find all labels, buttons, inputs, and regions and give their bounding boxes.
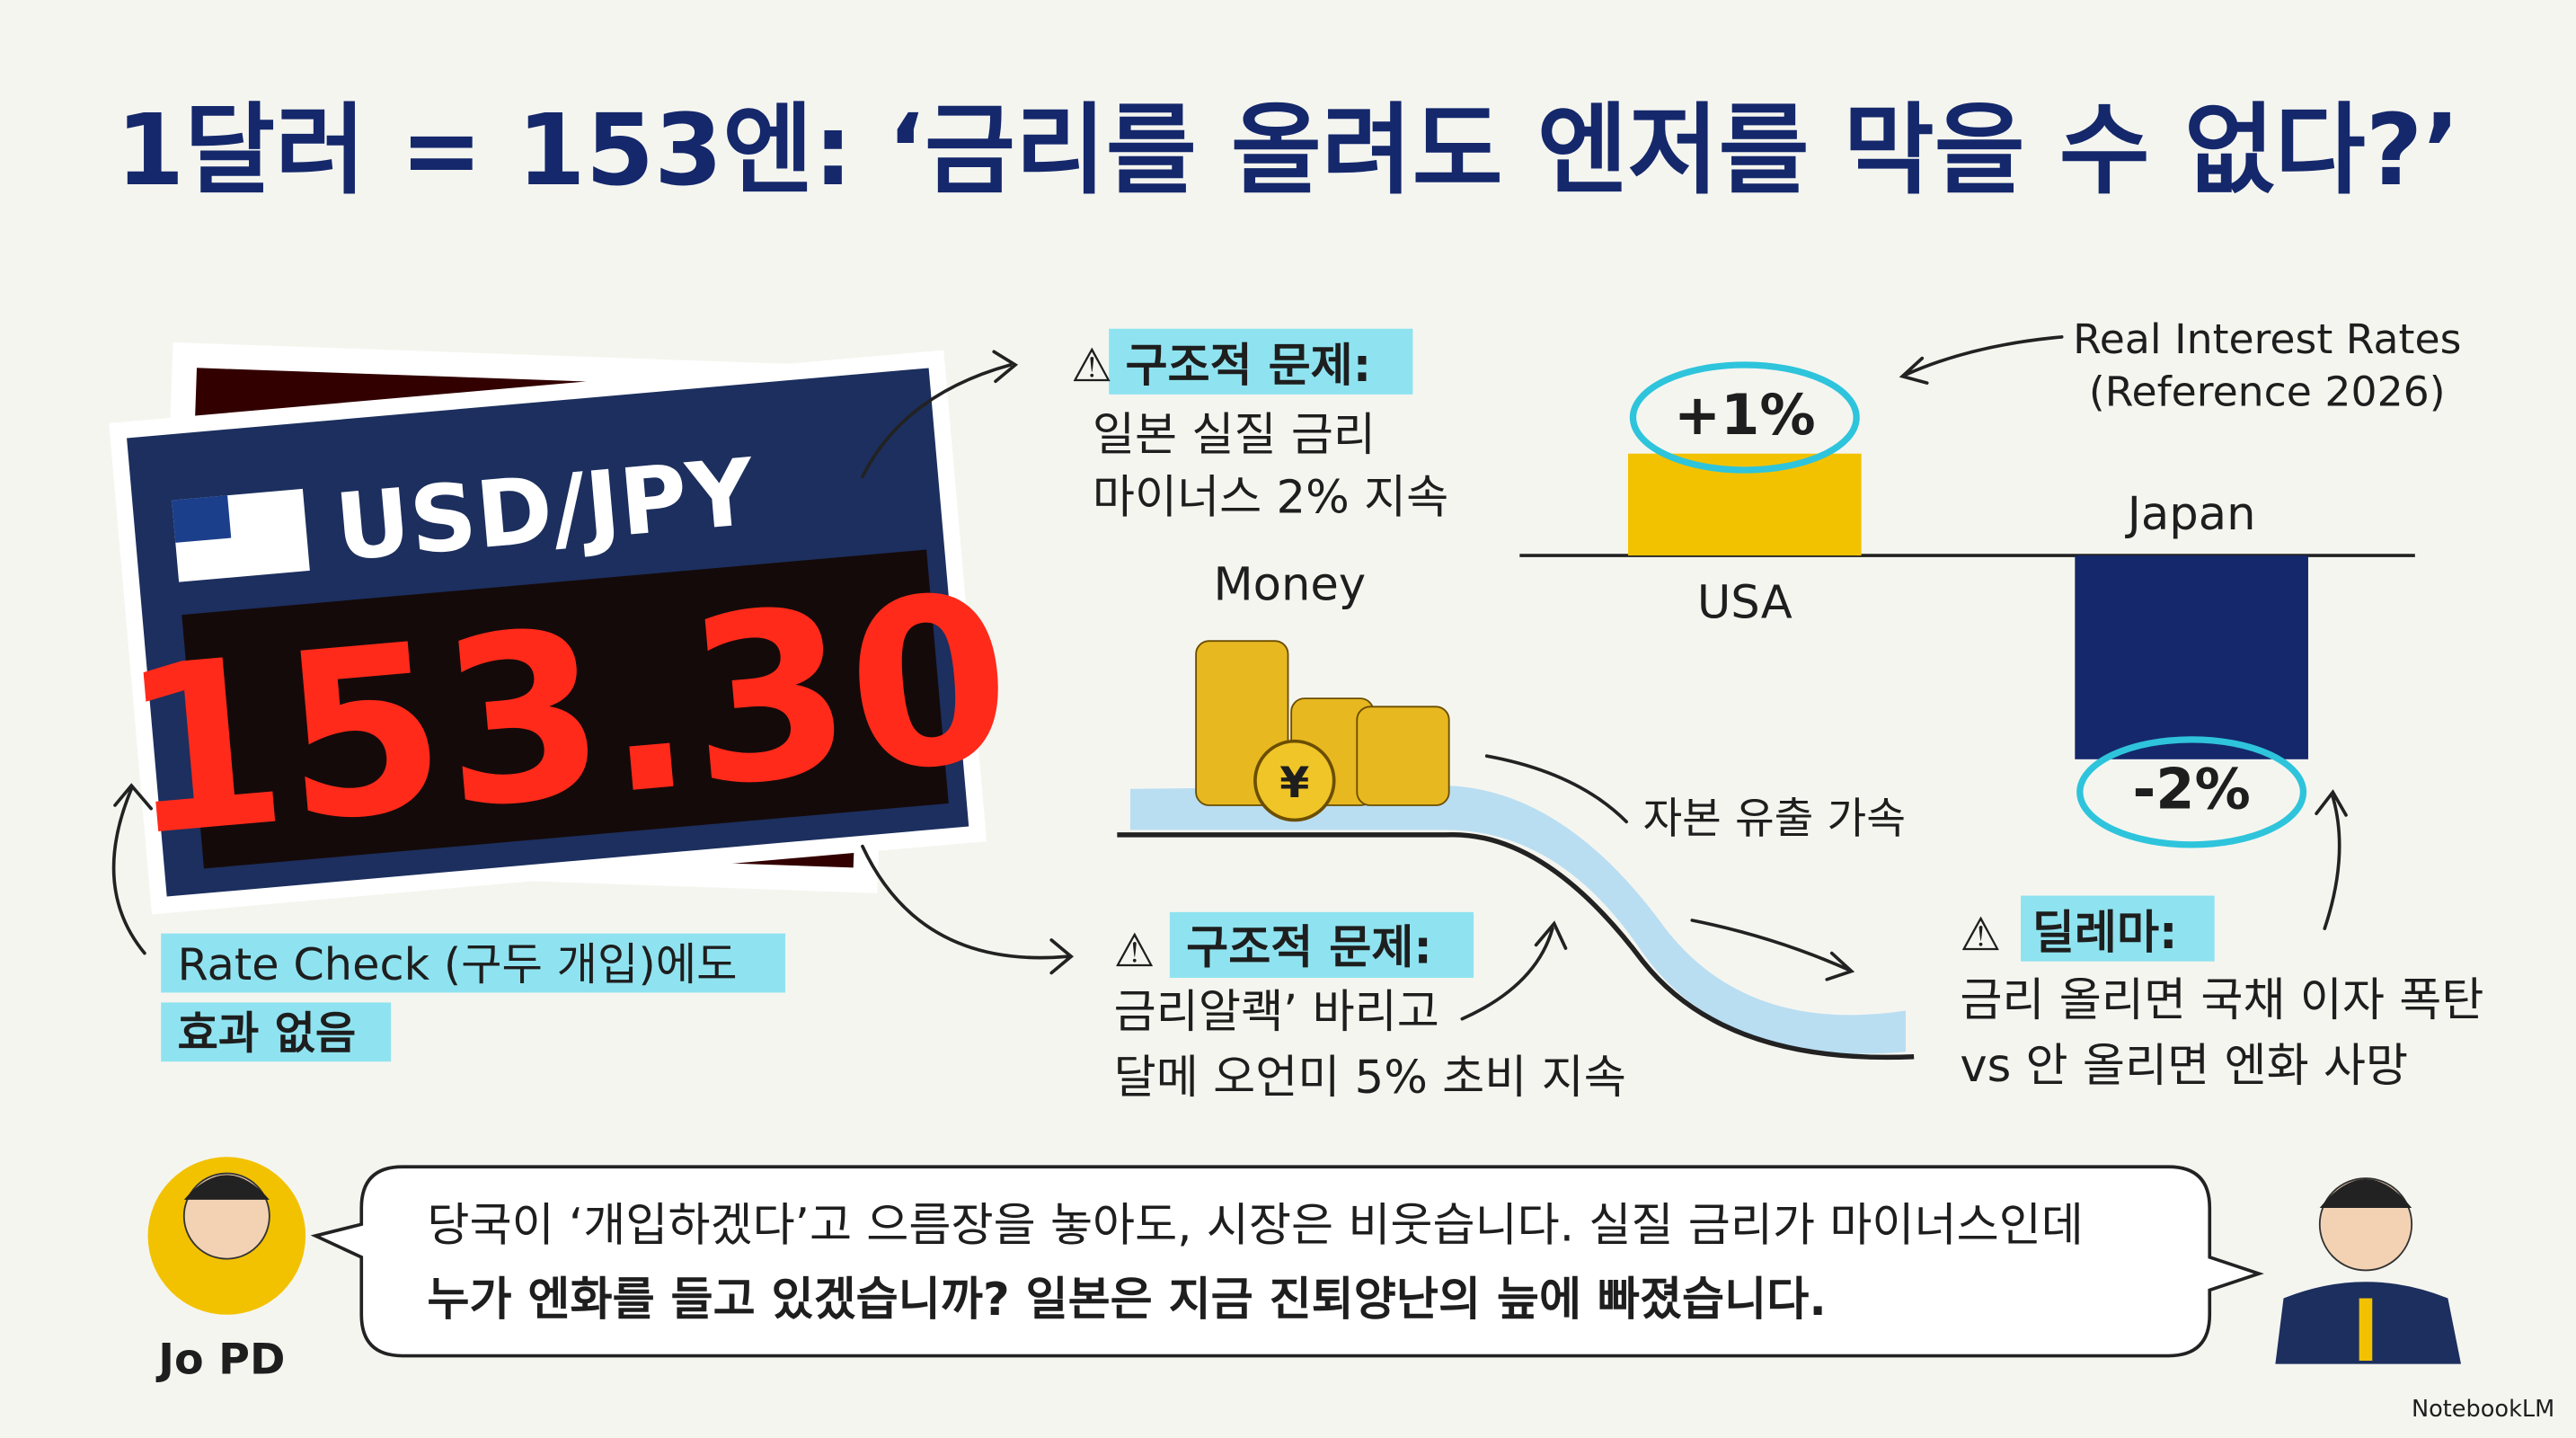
arrow — [111, 783, 154, 955]
note-line: 금리알쾍’ 바리고 — [1114, 985, 1439, 1039]
highlight — [2020, 895, 2215, 962]
title: 1달러 = 153엔: ‘금리를 올려도 엔저를 막을 수 없다?’ — [116, 93, 2460, 208]
river — [1129, 786, 1906, 1054]
warning-icon: ⚠ — [1071, 339, 1112, 393]
speech-bubble — [310, 1165, 2264, 1358]
highlight — [1109, 328, 1413, 395]
note-heading: 구조적 문제: — [1125, 339, 1371, 393]
warning-icon: ⚠ — [1960, 908, 2001, 962]
chart-title: Real Interest Rates — [2073, 315, 2461, 363]
bar-chart: Real Interest Rates (Reference 2026) +1%… — [1519, 315, 2461, 848]
flag-canton — [172, 495, 232, 543]
dilemma-line: vs 안 올리면 엔화 사망 — [1960, 1039, 2408, 1093]
avatar-right — [2275, 1177, 2462, 1364]
brand: NotebookLM — [2412, 1396, 2554, 1423]
rate-check-line: Rate Check (구두 개입)에도 — [177, 938, 737, 990]
value-label: -2% — [2132, 757, 2250, 822]
fx-board: USD/JPY 153.30 — [109, 342, 1021, 915]
speech-line: 누가 엔화를 들고 있겠습니까? 일본은 지금 진퇴양난의 늪에 빠졌습니다. — [427, 1273, 1826, 1327]
speech-line: 당국이 ‘개입하겠다’고 으름장을 놓아도, 시장은 비웃습니다. 실질 금리가… — [427, 1199, 2083, 1253]
dilemma-heading: 딜레마: — [2032, 906, 2178, 960]
arrow — [1899, 335, 2064, 385]
rate-check-line: 효과 없음 — [177, 1007, 356, 1060]
note-line: 일본 실질 금리 — [1093, 408, 1376, 462]
bar — [2075, 555, 2308, 759]
category-label: USA — [1697, 576, 1793, 630]
note-line: 달메 오언미 5% 초비 지속 — [1114, 1051, 1626, 1105]
svg-text:¥: ¥ — [1279, 759, 1309, 808]
arrow — [1484, 754, 1855, 981]
avatar-hair — [183, 1175, 270, 1200]
highlight — [1169, 911, 1474, 978]
chart-title: (Reference 2026) — [2089, 368, 2446, 416]
warning-icon: ⚠ — [1114, 924, 1155, 978]
river-bank — [1117, 832, 1915, 1061]
note-heading: 구조적 문제: — [1186, 921, 1432, 975]
coins: ¥ — [1195, 640, 1450, 822]
highlight — [161, 933, 785, 993]
money-label: Money — [1213, 557, 1366, 611]
led-panel — [181, 549, 949, 869]
highlight — [161, 1002, 392, 1062]
arrow — [861, 350, 1019, 479]
category-label: Japan — [2125, 487, 2256, 541]
label-circle — [2076, 736, 2307, 848]
speaker: Jo PD — [155, 1336, 285, 1385]
value-label: +1% — [1674, 382, 1816, 448]
arrow — [2315, 789, 2348, 930]
arrow — [1460, 920, 1568, 1021]
outflow-label: 자본 유출 가속 — [1642, 794, 1906, 844]
note-line: 마이너스 2% 지속 — [1093, 471, 1448, 525]
dilemma-line: 금리 올리면 국채 이자 폭탄 — [1960, 973, 2483, 1027]
arrow — [861, 844, 1075, 975]
label-circle — [1629, 361, 1860, 474]
